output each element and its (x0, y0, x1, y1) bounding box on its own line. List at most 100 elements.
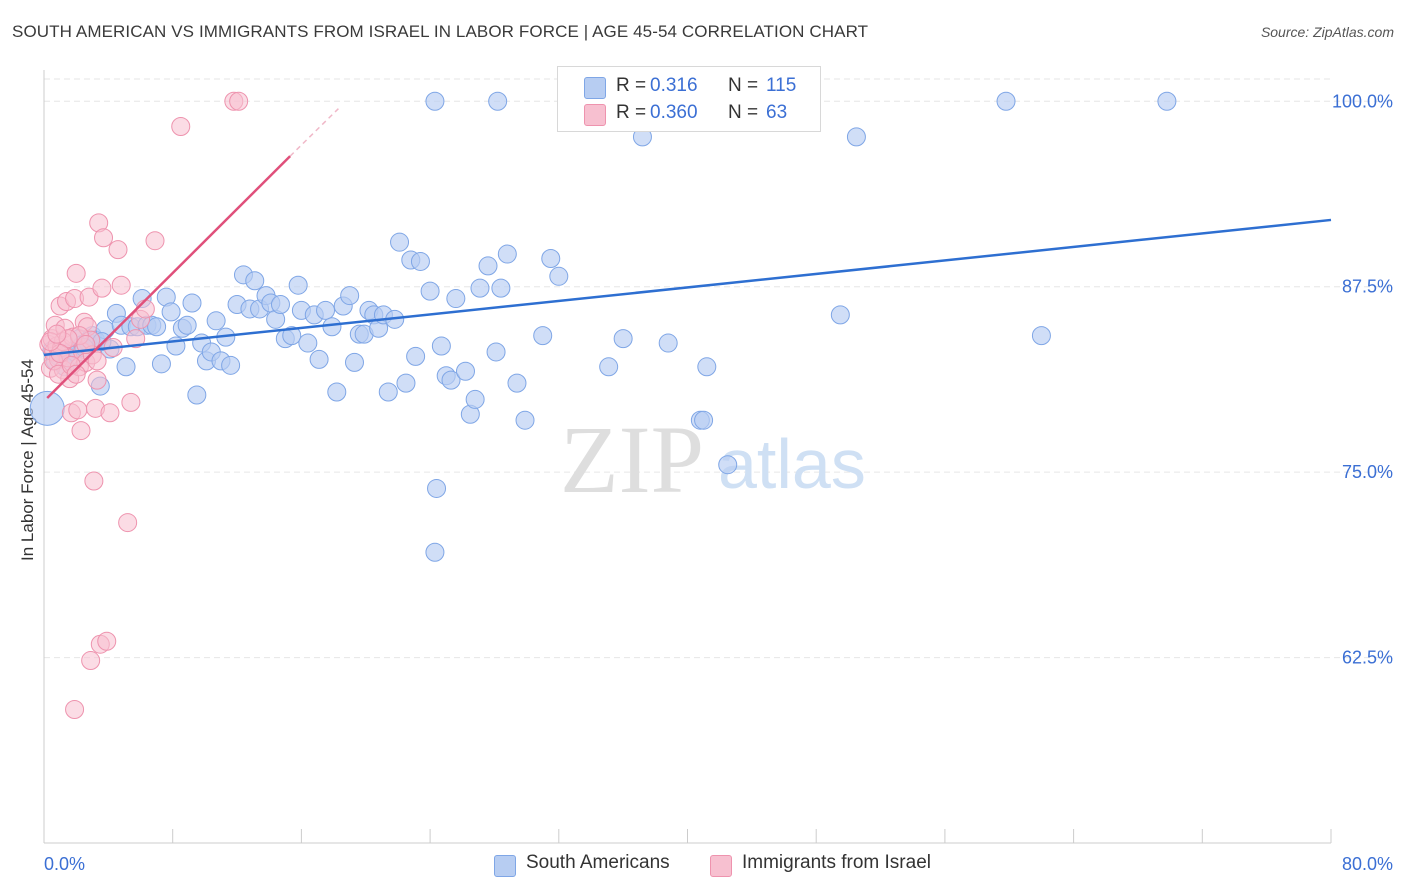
trend-line-south-americans (43, 218, 1332, 357)
data-point-south-americans (187, 385, 207, 405)
legend-label: Immigrants from Israel (742, 852, 931, 873)
y-tick-label: 75.0% (1342, 462, 1393, 482)
legend-swatch-blue (494, 855, 516, 877)
data-point-immigrants-from-israel (87, 351, 107, 371)
data-point-south-americans (245, 271, 265, 291)
gridlines (44, 78, 1391, 659)
legend-swatch-blue (584, 77, 606, 99)
data-point-south-americans (316, 300, 336, 320)
data-point-south-americans (599, 357, 619, 377)
y-tick-label: 100.0% (1332, 91, 1393, 111)
data-point-immigrants-from-israel (81, 651, 101, 671)
y-tick-label: 62.5% (1342, 648, 1393, 668)
data-point-south-americans (425, 91, 445, 111)
legend-label: South Americans (526, 852, 670, 873)
data-point-south-americans (697, 357, 717, 377)
data-point-south-americans (846, 127, 866, 147)
data-point-south-americans (288, 275, 308, 295)
data-point-south-americans (1157, 91, 1177, 111)
data-point-immigrants-from-israel (68, 400, 88, 420)
data-point-immigrants-from-israel (66, 364, 86, 384)
data-point-south-americans (340, 286, 360, 306)
data-point-south-americans (420, 281, 440, 301)
data-point-immigrants-from-israel (118, 513, 138, 533)
data-point-south-americans (147, 317, 167, 337)
data-point-immigrants-from-israel (171, 116, 191, 136)
data-point-immigrants-from-israel (111, 275, 131, 295)
data-point-south-americans (507, 373, 527, 393)
data-point-south-americans (282, 326, 302, 346)
data-point-immigrants-from-israel (135, 299, 155, 319)
watermark-atlas: atlas (718, 425, 866, 503)
data-point-south-americans (470, 278, 490, 298)
data-point-south-americans (488, 91, 508, 111)
data-point-south-americans (465, 389, 485, 409)
data-point-south-americans (533, 326, 553, 346)
series-immigrants-from-israel (39, 91, 249, 719)
series-south-americans (29, 91, 1177, 562)
data-point-south-americans (396, 373, 416, 393)
data-point-south-americans (270, 294, 290, 314)
data-point-south-americans (327, 382, 347, 402)
chart-title: SOUTH AMERICAN VS IMMIGRANTS FROM ISRAEL… (12, 22, 869, 41)
data-point-south-americans (161, 302, 181, 322)
data-point-south-americans (427, 478, 447, 498)
r-label: R = (616, 102, 647, 123)
stats-legend: R = 0.316 N = 115 R = 0.360 N = 63 (557, 66, 821, 132)
tick-labels: 62.5% 75.0% 87.5% 100.0% 0.0% 80.0% (44, 91, 1393, 874)
data-point-south-americans (497, 244, 517, 264)
data-point-immigrants-from-israel (84, 471, 104, 491)
data-point-south-americans (116, 357, 136, 377)
n-value: 115 (766, 75, 797, 96)
data-point-immigrants-from-israel (71, 421, 91, 441)
data-point-immigrants-from-israel (121, 392, 141, 412)
n-value: 63 (766, 102, 788, 123)
data-point-south-americans (425, 542, 445, 562)
data-point-immigrants-from-israel (100, 403, 120, 423)
stats-row-immigrants-from-israel: R = 0.360 N = 63 (558, 100, 820, 128)
data-point-immigrants-from-israel (97, 631, 117, 651)
data-point-south-americans (549, 266, 569, 286)
data-point-south-americans (309, 349, 329, 369)
n-label: N = (728, 75, 759, 96)
data-point-south-americans (718, 455, 738, 475)
data-point-south-americans (182, 293, 202, 313)
data-point-south-americans (177, 315, 197, 335)
r-value: 0.360 (650, 102, 698, 123)
data-point-south-americans (613, 329, 633, 349)
data-point-south-americans (478, 256, 498, 276)
trend-line-extension (289, 108, 339, 157)
y-tick-label: 87.5% (1342, 277, 1393, 297)
data-point-south-americans (658, 333, 678, 353)
data-point-south-americans (996, 91, 1016, 111)
n-label: N = (728, 102, 759, 123)
data-point-south-americans (431, 336, 451, 356)
data-point-south-americans (541, 249, 561, 269)
axes (43, 70, 1332, 844)
stats-row-south-americans: R = 0.316 N = 115 (558, 73, 820, 101)
data-point-south-americans (486, 342, 506, 362)
r-label: R = (616, 75, 647, 96)
data-point-south-americans (298, 333, 318, 353)
data-point-immigrants-from-israel (65, 699, 85, 719)
legend-swatch-pink (710, 855, 732, 877)
data-point-south-americans (455, 361, 475, 381)
x-tick-label: 80.0% (1342, 854, 1393, 874)
trend-lines (43, 108, 1332, 399)
data-point-immigrants-from-israel (126, 329, 146, 349)
x-tick-label: 0.0% (44, 854, 85, 874)
watermark: ZIP atlas (560, 406, 866, 513)
data-point-south-americans (1031, 326, 1051, 346)
legend-swatch-pink (584, 104, 606, 126)
data-point-immigrants-from-israel (66, 263, 86, 283)
data-point-immigrants-from-israel (229, 91, 249, 111)
source-label: Source: ZipAtlas.com (1260, 24, 1394, 40)
data-point-south-americans (406, 346, 426, 366)
data-point-immigrants-from-israel (92, 278, 112, 298)
trend-line-immigrants-from-israel (46, 155, 292, 399)
series-legend: South Americans Immigrants from Israel (0, 852, 1406, 878)
watermark-zip: ZIP (560, 406, 704, 513)
data-point-immigrants-from-israel (87, 370, 107, 390)
data-point-south-americans (694, 410, 714, 430)
